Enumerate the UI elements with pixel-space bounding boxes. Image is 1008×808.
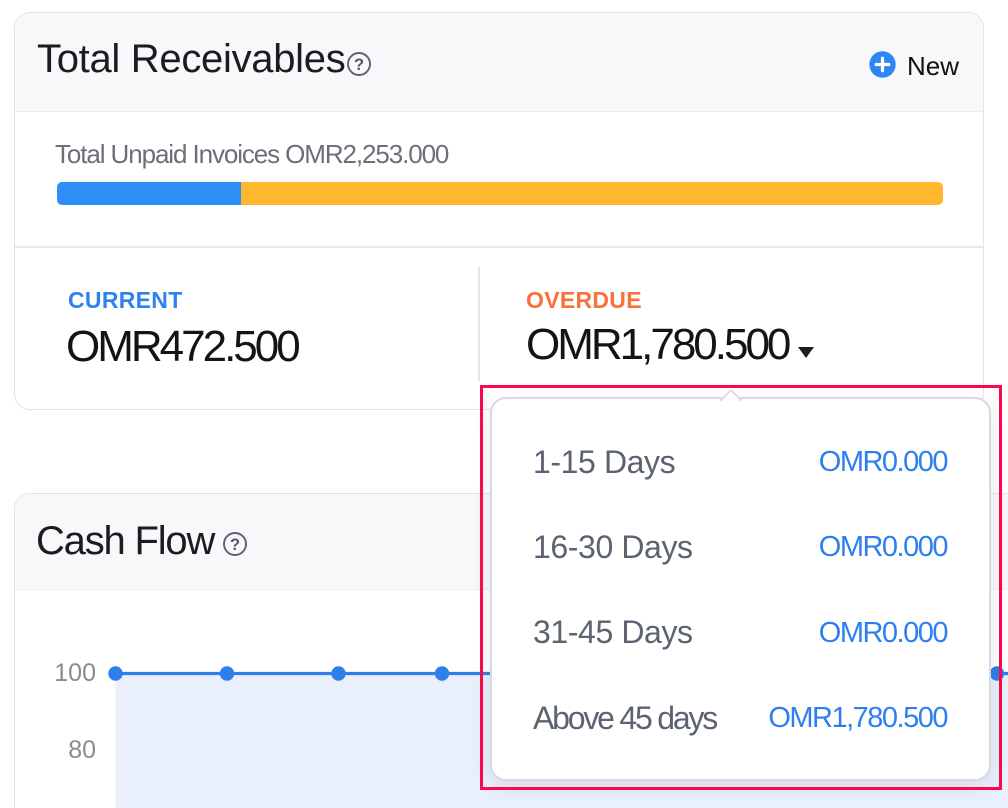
svg-text:?: ?	[230, 535, 240, 553]
svg-text:?: ?	[354, 56, 364, 74]
